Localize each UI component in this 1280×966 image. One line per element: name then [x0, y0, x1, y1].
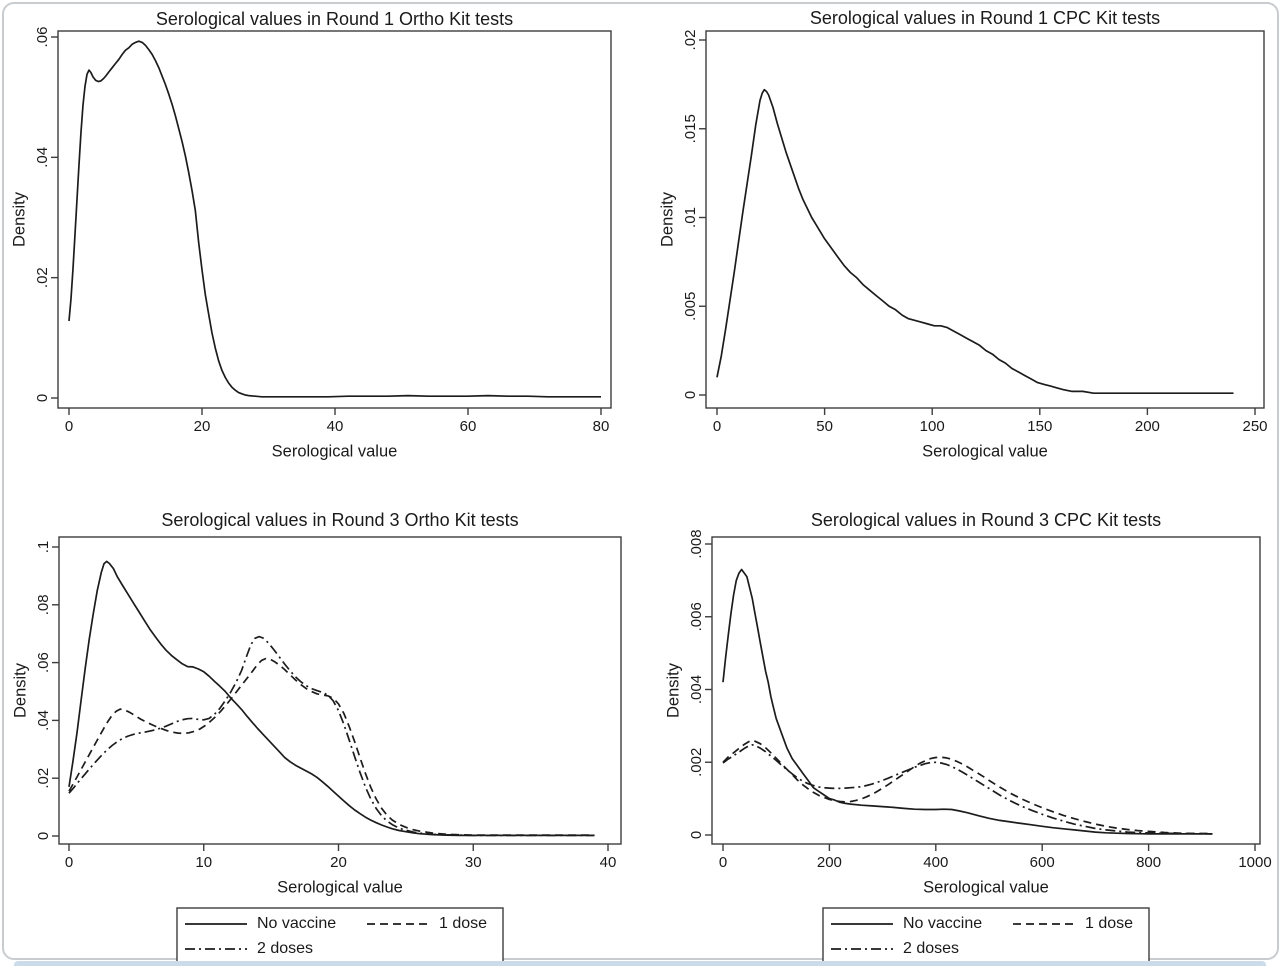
x-tick-label: 40 [327, 418, 344, 435]
x-axis-title: Serological value [923, 878, 1049, 896]
legend-label-2-doses: 2 doses [903, 940, 959, 957]
y-tick-label: .02 [35, 768, 52, 789]
plot-box [58, 536, 622, 845]
panel-title: Serological values in Round 1 CPC Kit te… [810, 8, 1160, 28]
y-axis-title: Density [10, 191, 28, 247]
density-curve-1-dose [68, 657, 595, 836]
density-curve-density [716, 88, 1234, 395]
density-curve-density [68, 40, 601, 398]
x-tick-label: 0 [65, 854, 73, 871]
y-tick-label: .06 [35, 652, 52, 673]
chart-panel-round1-ortho: Serological values in Round 1 Ortho Kit … [10, 9, 612, 460]
y-axis-title: Density [658, 191, 676, 247]
legend-label-no-vaccine: No vaccine [903, 915, 982, 932]
y-tick-label: 0 [682, 391, 699, 399]
density-curve-2-doses [722, 743, 1213, 835]
legend-label-1-dose: 1 dose [439, 915, 487, 932]
x-tick-label: 100 [920, 418, 945, 435]
y-axis-title: Density [664, 662, 682, 718]
x-tick-label: 80 [593, 418, 610, 435]
y-tick-label: .04 [35, 710, 52, 731]
y-tick-label: .08 [35, 594, 52, 615]
y-tick-label: .005 [682, 292, 699, 321]
x-tick-label: 60 [460, 418, 477, 435]
legend-label-no-vaccine: No vaccine [257, 915, 336, 932]
x-tick-label: 200 [817, 854, 842, 871]
plot-box [57, 30, 612, 409]
x-tick-label: 400 [923, 854, 948, 871]
y-tick-label: .002 [688, 748, 705, 777]
legend-box [176, 907, 504, 965]
plot-box [711, 536, 1261, 845]
x-tick-label: 30 [465, 854, 482, 871]
y-tick-label: .006 [688, 602, 705, 631]
x-tick-label: 0 [719, 854, 727, 871]
x-tick-label: 20 [330, 854, 347, 871]
x-tick-label: 50 [816, 418, 833, 435]
y-tick-label: .004 [688, 675, 705, 704]
panel-title: Serological values in Round 3 CPC Kit te… [811, 510, 1161, 530]
legend-label-1-dose: 1 dose [1085, 915, 1133, 932]
y-tick-label: .02 [682, 30, 699, 51]
chart-panel-round3-ortho: Serological values in Round 3 Ortho Kit … [11, 510, 622, 965]
density-curve-1-dose [722, 739, 1213, 835]
x-axis-title: Serological value [272, 442, 398, 460]
x-tick-label: 0 [65, 418, 73, 435]
y-tick-label: .008 [688, 529, 705, 558]
x-tick-label: 600 [1030, 854, 1055, 871]
y-tick-label: .01 [682, 207, 699, 228]
chart-panel-round3-cpc: Serological values in Round 3 CPC Kit te… [664, 510, 1272, 965]
x-tick-label: 200 [1135, 418, 1160, 435]
y-axis-title: Density [11, 662, 29, 718]
y-tick-label: 0 [35, 832, 52, 840]
x-tick-label: 0 [713, 418, 721, 435]
y-tick-label: 0 [34, 394, 51, 402]
panel-title: Serological values in Round 3 Ortho Kit … [161, 510, 518, 530]
y-tick-label: 0 [688, 831, 705, 839]
next-figure-card-edge [14, 961, 1266, 966]
x-axis-title: Serological value [922, 442, 1048, 460]
density-curve-2-doses [68, 635, 595, 837]
density-curve-no-vaccine [68, 560, 595, 837]
y-tick-label: .02 [34, 267, 51, 288]
legend-label-2-doses: 2 doses [257, 940, 313, 957]
x-tick-label: 800 [1136, 854, 1161, 871]
x-tick-label: 250 [1242, 418, 1267, 435]
panel-title: Serological values in Round 1 Ortho Kit … [156, 9, 513, 29]
x-axis-title: Serological value [277, 878, 403, 896]
chart-panel-round1-cpc: Serological values in Round 1 CPC Kit te… [658, 8, 1267, 461]
y-tick-label: .1 [35, 541, 52, 554]
x-tick-label: 20 [194, 418, 211, 435]
density-curve-no-vaccine [722, 568, 1213, 835]
legend-box [822, 907, 1150, 965]
x-tick-label: 150 [1027, 418, 1052, 435]
x-tick-label: 1000 [1238, 854, 1271, 871]
y-tick-label: .015 [682, 114, 699, 143]
plot-box [705, 30, 1265, 409]
x-tick-label: 10 [195, 854, 212, 871]
x-tick-label: 40 [600, 854, 617, 871]
y-tick-label: .06 [34, 27, 51, 48]
y-tick-label: .04 [34, 147, 51, 168]
